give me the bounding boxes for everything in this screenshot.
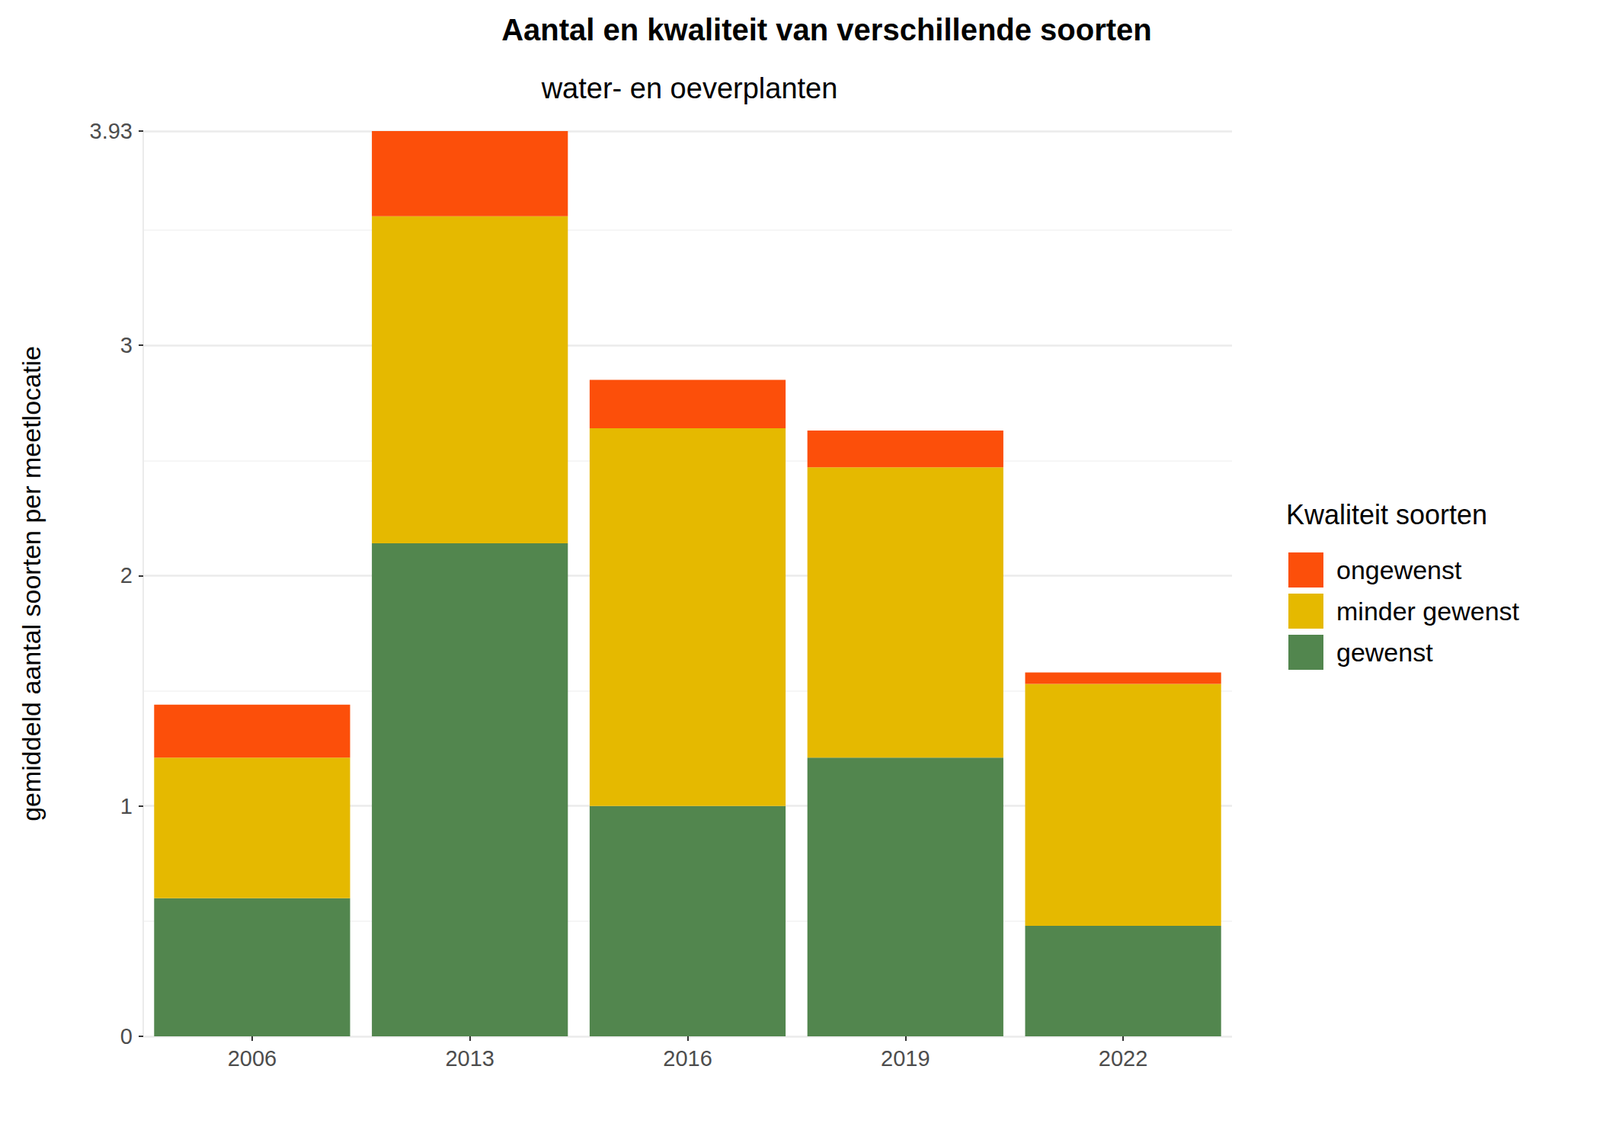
svg-text:minder gewenst: minder gewenst <box>1336 596 1520 626</box>
svg-text:2022: 2022 <box>1098 1046 1149 1071</box>
svg-text:0: 0 <box>120 1024 133 1049</box>
svg-text:2016: 2016 <box>662 1046 713 1071</box>
svg-text:ongewenst: ongewenst <box>1336 555 1463 585</box>
svg-text:water- en oeverplanten: water- en oeverplanten <box>540 72 839 105</box>
svg-text:3.93: 3.93 <box>89 118 133 144</box>
svg-text:2019: 2019 <box>880 1046 931 1071</box>
svg-text:Aantal en kwaliteit van versch: Aantal en kwaliteit van verschillende so… <box>501 12 1152 47</box>
svg-text:2006: 2006 <box>227 1046 278 1071</box>
svg-text:2013: 2013 <box>444 1046 495 1071</box>
svg-text:Kwaliteit soorten: Kwaliteit soorten <box>1286 499 1488 531</box>
svg-text:gemiddeld aantal soorten per m: gemiddeld aantal soorten per meetlocatie <box>16 345 46 822</box>
svg-text:gewenst: gewenst <box>1336 637 1434 667</box>
svg-text:2: 2 <box>120 563 133 588</box>
svg-text:1: 1 <box>120 793 133 819</box>
svg-text:3: 3 <box>120 332 133 358</box>
